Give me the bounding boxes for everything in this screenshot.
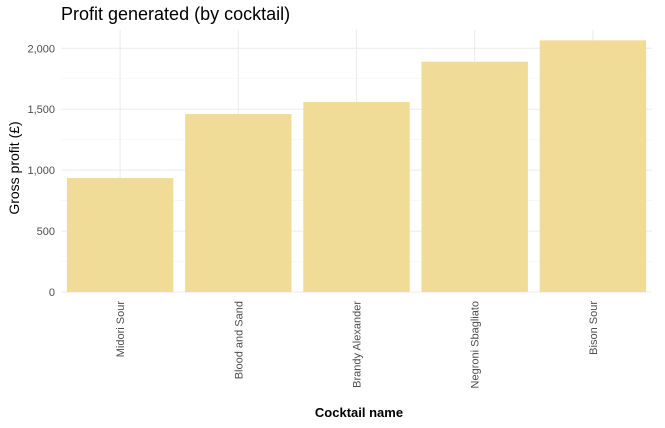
y-axis-label: Gross profit (£) <box>6 121 22 214</box>
y-axis-ticks: 0 500 1,000 1,500 2,000 <box>27 43 55 299</box>
y-tick-label: 0 <box>49 287 55 299</box>
x-tick-label: Blood and Sand <box>233 301 245 379</box>
y-tick-label: 500 <box>37 226 55 238</box>
bar <box>185 114 292 293</box>
bars <box>66 40 647 293</box>
x-tick-label: Negroni Sbagliato <box>470 301 482 388</box>
bar <box>421 61 528 293</box>
y-tick-label: 1,000 <box>27 165 55 177</box>
x-tick-label: Bison Sour <box>588 301 600 355</box>
x-axis-label: Cocktail name <box>315 405 403 420</box>
bar <box>66 178 174 292</box>
chart-title: Profit generated (by cocktail) <box>61 4 290 24</box>
x-tick-label: Brandy Alexander <box>352 301 364 388</box>
bar <box>539 40 647 292</box>
x-tick-label: Midori Sour <box>115 301 127 358</box>
x-axis-ticks: Midori Sour Blood and Sand Brandy Alexande… <box>115 301 600 389</box>
bar <box>303 101 410 292</box>
y-tick-label: 2,000 <box>27 43 55 55</box>
y-tick-label: 1,500 <box>27 104 55 116</box>
